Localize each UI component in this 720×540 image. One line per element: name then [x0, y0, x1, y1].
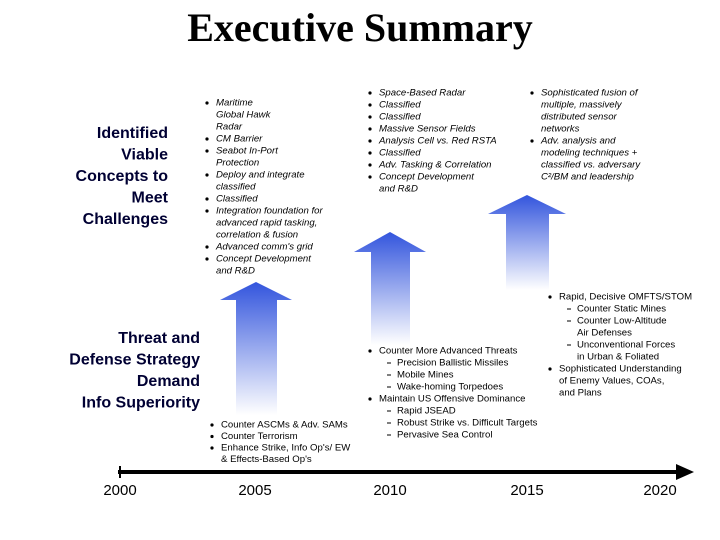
- bullet: [368, 163, 372, 167]
- sub-text: Wake-homing Torpedoes: [397, 382, 503, 393]
- bullet-text: and Plans: [559, 388, 602, 399]
- section-label: Challenges: [83, 211, 168, 228]
- arrow-2015: [488, 195, 566, 290]
- arrow-2005: [220, 282, 292, 415]
- bullet-text: Maritime: [216, 98, 253, 109]
- bullet: [368, 349, 372, 353]
- bullet: [548, 295, 552, 299]
- bullet: [210, 446, 214, 450]
- bullet: [368, 139, 372, 143]
- bullet: [205, 101, 209, 105]
- sub-text: in Urban & Foliated: [577, 352, 659, 363]
- bullet: [368, 127, 372, 131]
- bullet-text: networks: [541, 124, 580, 135]
- bullet-text: Sophisticated fusion of: [541, 88, 639, 99]
- sub-text: Air Defenses: [577, 328, 632, 339]
- section-label: Demand: [137, 373, 200, 390]
- section-label: Meet: [132, 190, 169, 207]
- bullet-text: Integration foundation for: [216, 206, 323, 217]
- timeline-arrowhead: [676, 464, 694, 480]
- sub-text: Unconventional Forces: [577, 340, 675, 351]
- bullet: [205, 257, 209, 261]
- bullet-text: Classified: [379, 100, 421, 111]
- bullet-text: Massive Sensor Fields: [379, 124, 476, 135]
- bullet: [205, 245, 209, 249]
- bullet-text: Space-Based Radar: [379, 88, 466, 99]
- bullet-text: Classified: [216, 194, 258, 205]
- bullet: [210, 423, 214, 427]
- bullet-text: Concept Development: [216, 254, 311, 265]
- year-label: 2020: [643, 482, 676, 499]
- year-label: 2010: [373, 482, 406, 499]
- bullet-text: Classified: [379, 112, 421, 123]
- bullet-text: Counter More Advanced Threats: [379, 346, 518, 357]
- bullet-text: modeling techniques +: [541, 148, 638, 159]
- bullet-text: Adv. analysis and: [540, 136, 616, 147]
- sub-text: Counter Static Mines: [577, 304, 666, 315]
- bullet-text: multiple, massively: [541, 100, 623, 111]
- section-label: Identified: [97, 125, 168, 142]
- bullet: [530, 139, 534, 143]
- arrow-2010: [354, 232, 426, 345]
- bullet-text: Counter Terrorism: [221, 431, 298, 442]
- bullet-text: Classified: [379, 148, 421, 159]
- bullet-text: classified vs. adversary: [541, 160, 641, 171]
- section-label: Defense Strategy: [69, 352, 200, 369]
- bullet-text: distributed sensor: [541, 112, 618, 123]
- bullet: [548, 367, 552, 371]
- section-label: Threat and: [118, 330, 200, 347]
- bullet-text: C²/BM and leadership: [541, 172, 634, 183]
- slide-title: Executive Summary: [187, 5, 533, 50]
- bullet-text: Analysis Cell vs. Red RSTA: [378, 136, 497, 147]
- sub-text: Robust Strike vs. Difficult Targets: [397, 418, 538, 429]
- year-label: 2000: [103, 482, 136, 499]
- bullet: [210, 434, 214, 439]
- bullet-text: Enhance Strike, Info Op's/ EW: [221, 443, 351, 454]
- sub-text: Precision Ballistic Missiles: [397, 358, 509, 369]
- bullet-text: Advanced comm's grid: [215, 242, 313, 253]
- bullet: [368, 151, 372, 155]
- bullet: [368, 103, 372, 107]
- bullet-text: Adv. Tasking & Correlation: [378, 160, 492, 171]
- bullet-text: CM Barrier: [216, 134, 263, 145]
- bullet-text: Deploy and integrate: [216, 170, 305, 181]
- bullet-text: Radar: [216, 122, 243, 133]
- section-label: Info Superiority: [82, 395, 200, 412]
- bullet: [530, 91, 534, 95]
- sub-text: Pervasive Sea Control: [397, 430, 492, 441]
- bullet-text: Counter ASCMs & Adv. SAMs: [221, 420, 348, 431]
- bullet: [205, 149, 209, 153]
- bullet-text: Maintain US Offensive Dominance: [379, 394, 525, 405]
- bullet-text: Concept Development: [379, 172, 474, 183]
- year-label: 2005: [238, 482, 271, 499]
- bullet: [368, 397, 372, 401]
- bullet-text: Seabot In-Port: [216, 146, 278, 157]
- bullet: [368, 175, 372, 179]
- bullet-text: Rapid, Decisive OMFTS/STOM: [559, 292, 692, 303]
- bullet-text: and R&D: [216, 266, 255, 277]
- bullet: [205, 173, 209, 177]
- section-label: Viable: [121, 147, 168, 164]
- bullet-text: correlation & fusion: [216, 230, 298, 241]
- sub-text: Mobile Mines: [397, 370, 454, 381]
- bullet-text: Sophisticated Understanding: [559, 364, 682, 375]
- bullet-text: Protection: [216, 158, 259, 169]
- bullet-text: of Enemy Values, COAs,: [559, 376, 664, 387]
- section-label: Concepts to: [76, 168, 169, 185]
- bullet: [205, 137, 209, 141]
- year-label: 2015: [510, 482, 543, 499]
- sub-text: Counter Low-Altitude: [577, 316, 667, 327]
- bullet: [205, 197, 209, 201]
- bullet-text: Global Hawk: [216, 110, 272, 121]
- bullet: [368, 115, 372, 119]
- sub-text: Rapid JSEAD: [397, 406, 456, 417]
- bullet-text: advanced rapid tasking,: [216, 218, 317, 229]
- bullet-text: and R&D: [379, 184, 418, 195]
- bullet: [205, 209, 209, 213]
- bullet-text: classified: [216, 182, 256, 193]
- bullet: [368, 91, 372, 95]
- bullet-text: & Effects-Based Op's: [221, 454, 312, 465]
